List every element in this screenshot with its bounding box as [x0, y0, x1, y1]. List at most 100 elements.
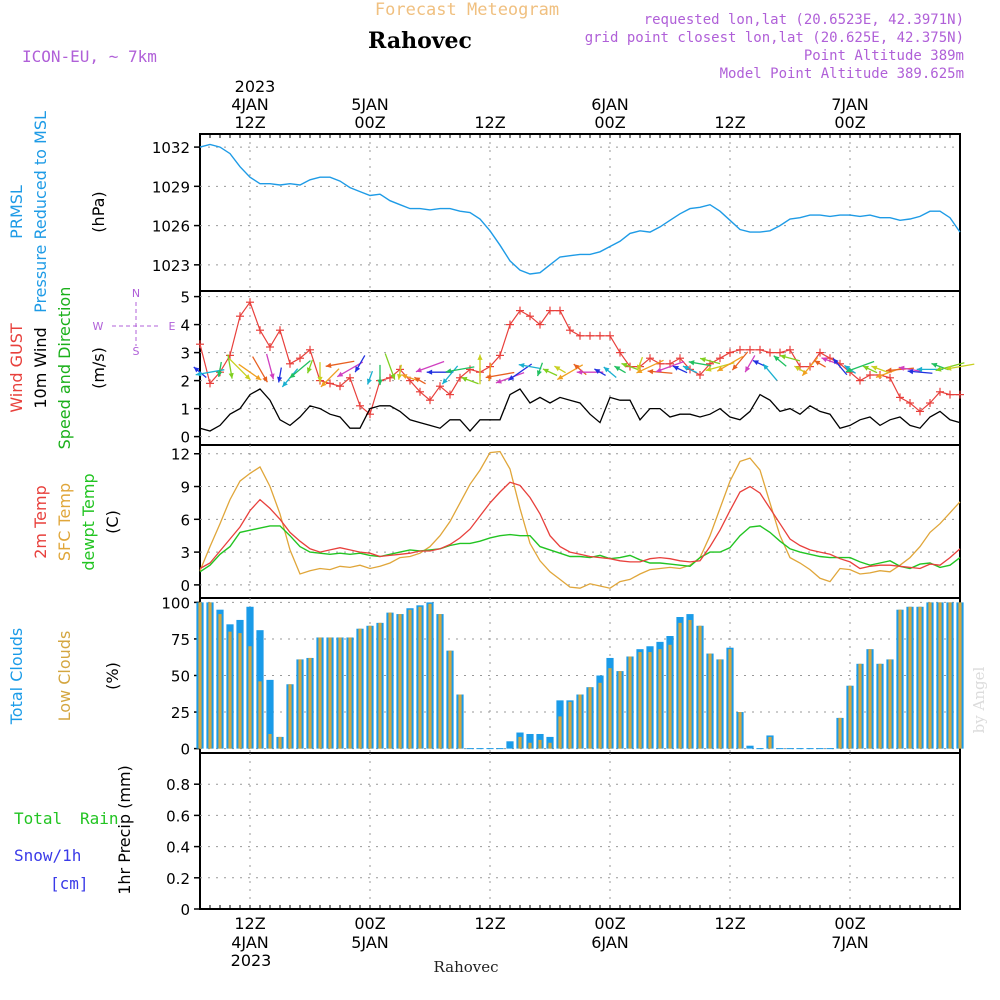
wind-arrow-head: [763, 364, 769, 370]
wind-arrow-head: [647, 368, 654, 375]
low-cloud-bar: [658, 649, 662, 749]
wind-arrow-head: [916, 366, 923, 373]
top-year-label: 2023: [235, 77, 276, 96]
wind-arrow-head: [337, 371, 344, 377]
low-cloud-bar: [358, 628, 362, 749]
wind-arrow-head: [397, 373, 403, 380]
low-cloud-bar: [398, 614, 402, 749]
panel-frame: [199, 752, 961, 910]
low-cloud-bar: [238, 633, 242, 749]
wind-arrow-head: [518, 362, 525, 369]
wind-arrow-head: [442, 378, 448, 385]
wind-arrow-head: [414, 377, 421, 383]
low-cloud-bar: [368, 625, 372, 749]
low-cloud-bar: [648, 652, 652, 749]
low-cloud-bar: [868, 649, 872, 749]
low-cloud-bar: [308, 657, 312, 749]
wind-arrow-head: [844, 365, 851, 371]
wind-arrow-head: [244, 374, 251, 380]
location-title: Rahovec: [368, 28, 472, 54]
wind-arrow-head: [282, 381, 288, 387]
low-cloud-bar: [668, 644, 672, 749]
low-cloud-bar: [628, 656, 632, 749]
wind-arrow-head: [655, 367, 662, 373]
y-tick-label: 0: [180, 741, 190, 759]
low-cloud-bar: [768, 736, 772, 749]
wind-arrow-head: [269, 373, 275, 380]
wind-arrow-head: [554, 366, 561, 372]
bottom-hour-label: 12Z: [714, 914, 745, 933]
low-cloud-bar: [708, 653, 712, 749]
low-cloud-bar: [728, 649, 732, 749]
requested-coords: requested lon,lat (20.6523E, 42.3971N): [644, 12, 964, 28]
bottom-date-label: 4JAN: [231, 933, 269, 952]
wind-arrow-head: [621, 362, 628, 368]
y-tick-label: 0.6: [166, 807, 190, 825]
wind-arrow-head: [576, 369, 583, 375]
panel-frame: [199, 133, 961, 292]
wind-arrow-head: [636, 368, 643, 373]
wind-arrow-head: [495, 378, 502, 384]
wind-arrow-head: [780, 354, 786, 360]
top-date-label: 7JAN: [831, 95, 869, 114]
wind-arrow-head: [672, 366, 679, 371]
gridpoint-coords: grid point closest lon,lat (20.625E, 42.…: [585, 30, 964, 46]
top-date-label: 6JAN: [591, 95, 629, 114]
wind-arrow-head: [325, 362, 332, 368]
bottom-hour-label: 12Z: [474, 914, 505, 933]
low-cloud-bar: [448, 650, 452, 749]
wind-arrow-head: [390, 373, 396, 380]
top-hour-label: 00Z: [594, 113, 625, 132]
wind-arrow-head: [594, 368, 601, 374]
low-cloud-bar: [348, 637, 352, 749]
point-altitude: Point Altitude 389m: [804, 48, 964, 64]
low-cloud-bar: [338, 637, 342, 749]
wind-arrow-head: [289, 372, 296, 379]
compass-w-label: W: [93, 320, 104, 333]
snow-unit-label: [cm]: [50, 874, 89, 893]
top-date-label: 5JAN: [351, 95, 389, 114]
wind-arrow-head: [833, 358, 839, 365]
wind-arrow-head: [898, 365, 905, 371]
low-cloud-bar: [598, 682, 602, 749]
bottom-hour-label: 12Z: [234, 914, 265, 933]
wind-arrow-head: [320, 381, 327, 387]
wind-arrow-head: [277, 376, 283, 383]
wind-arrow-head: [193, 366, 200, 373]
panel-labels: PRMSL Pressure Reduced to MSL (hPa) Wind GU…: [7, 111, 176, 895]
low-cloud-bar: [258, 681, 262, 749]
top-date-label: 4JAN: [231, 95, 269, 114]
low-cloud-bar: [738, 712, 742, 749]
dewpt-line: [199, 525, 961, 573]
bottom-date-label: 5JAN: [351, 933, 389, 952]
compass-e-label: E: [169, 320, 176, 333]
wind-arrow-head: [426, 369, 433, 375]
gust-line: [199, 300, 960, 416]
wind-arrow-head: [732, 364, 738, 371]
low-cloud-bar: [518, 736, 522, 749]
bottom-hour-label: 00Z: [594, 914, 625, 933]
y-tick-label: 4: [180, 317, 190, 335]
sfc-label: SFC Temp: [55, 483, 74, 561]
wind-arrow-head: [557, 374, 564, 380]
wind-arrow-head: [536, 370, 542, 377]
wind-arrow-head: [717, 366, 724, 372]
y-tick-label: 100: [161, 594, 190, 612]
rain-label-rain: Rain: [80, 809, 119, 828]
rain-label-total: Total: [14, 809, 62, 828]
low-cloud-bar: [888, 659, 892, 749]
wind-arrow-head: [508, 375, 515, 381]
low-cloud-bar: [248, 646, 252, 749]
y-tick-label: 0.8: [166, 776, 190, 794]
wind-arrow-head: [195, 371, 202, 377]
wind-arrow-head: [445, 368, 452, 374]
wind-arrow-head: [477, 354, 483, 360]
y-tick-label: 0.4: [166, 839, 190, 857]
wind-arrow-head: [907, 368, 914, 375]
wind-arrow-head: [794, 366, 801, 372]
low-cloud-bar: [878, 663, 882, 749]
wind-arrow-head: [542, 368, 549, 374]
low-cloud-bar: [538, 739, 542, 749]
y-tick-label: 25: [171, 704, 190, 722]
